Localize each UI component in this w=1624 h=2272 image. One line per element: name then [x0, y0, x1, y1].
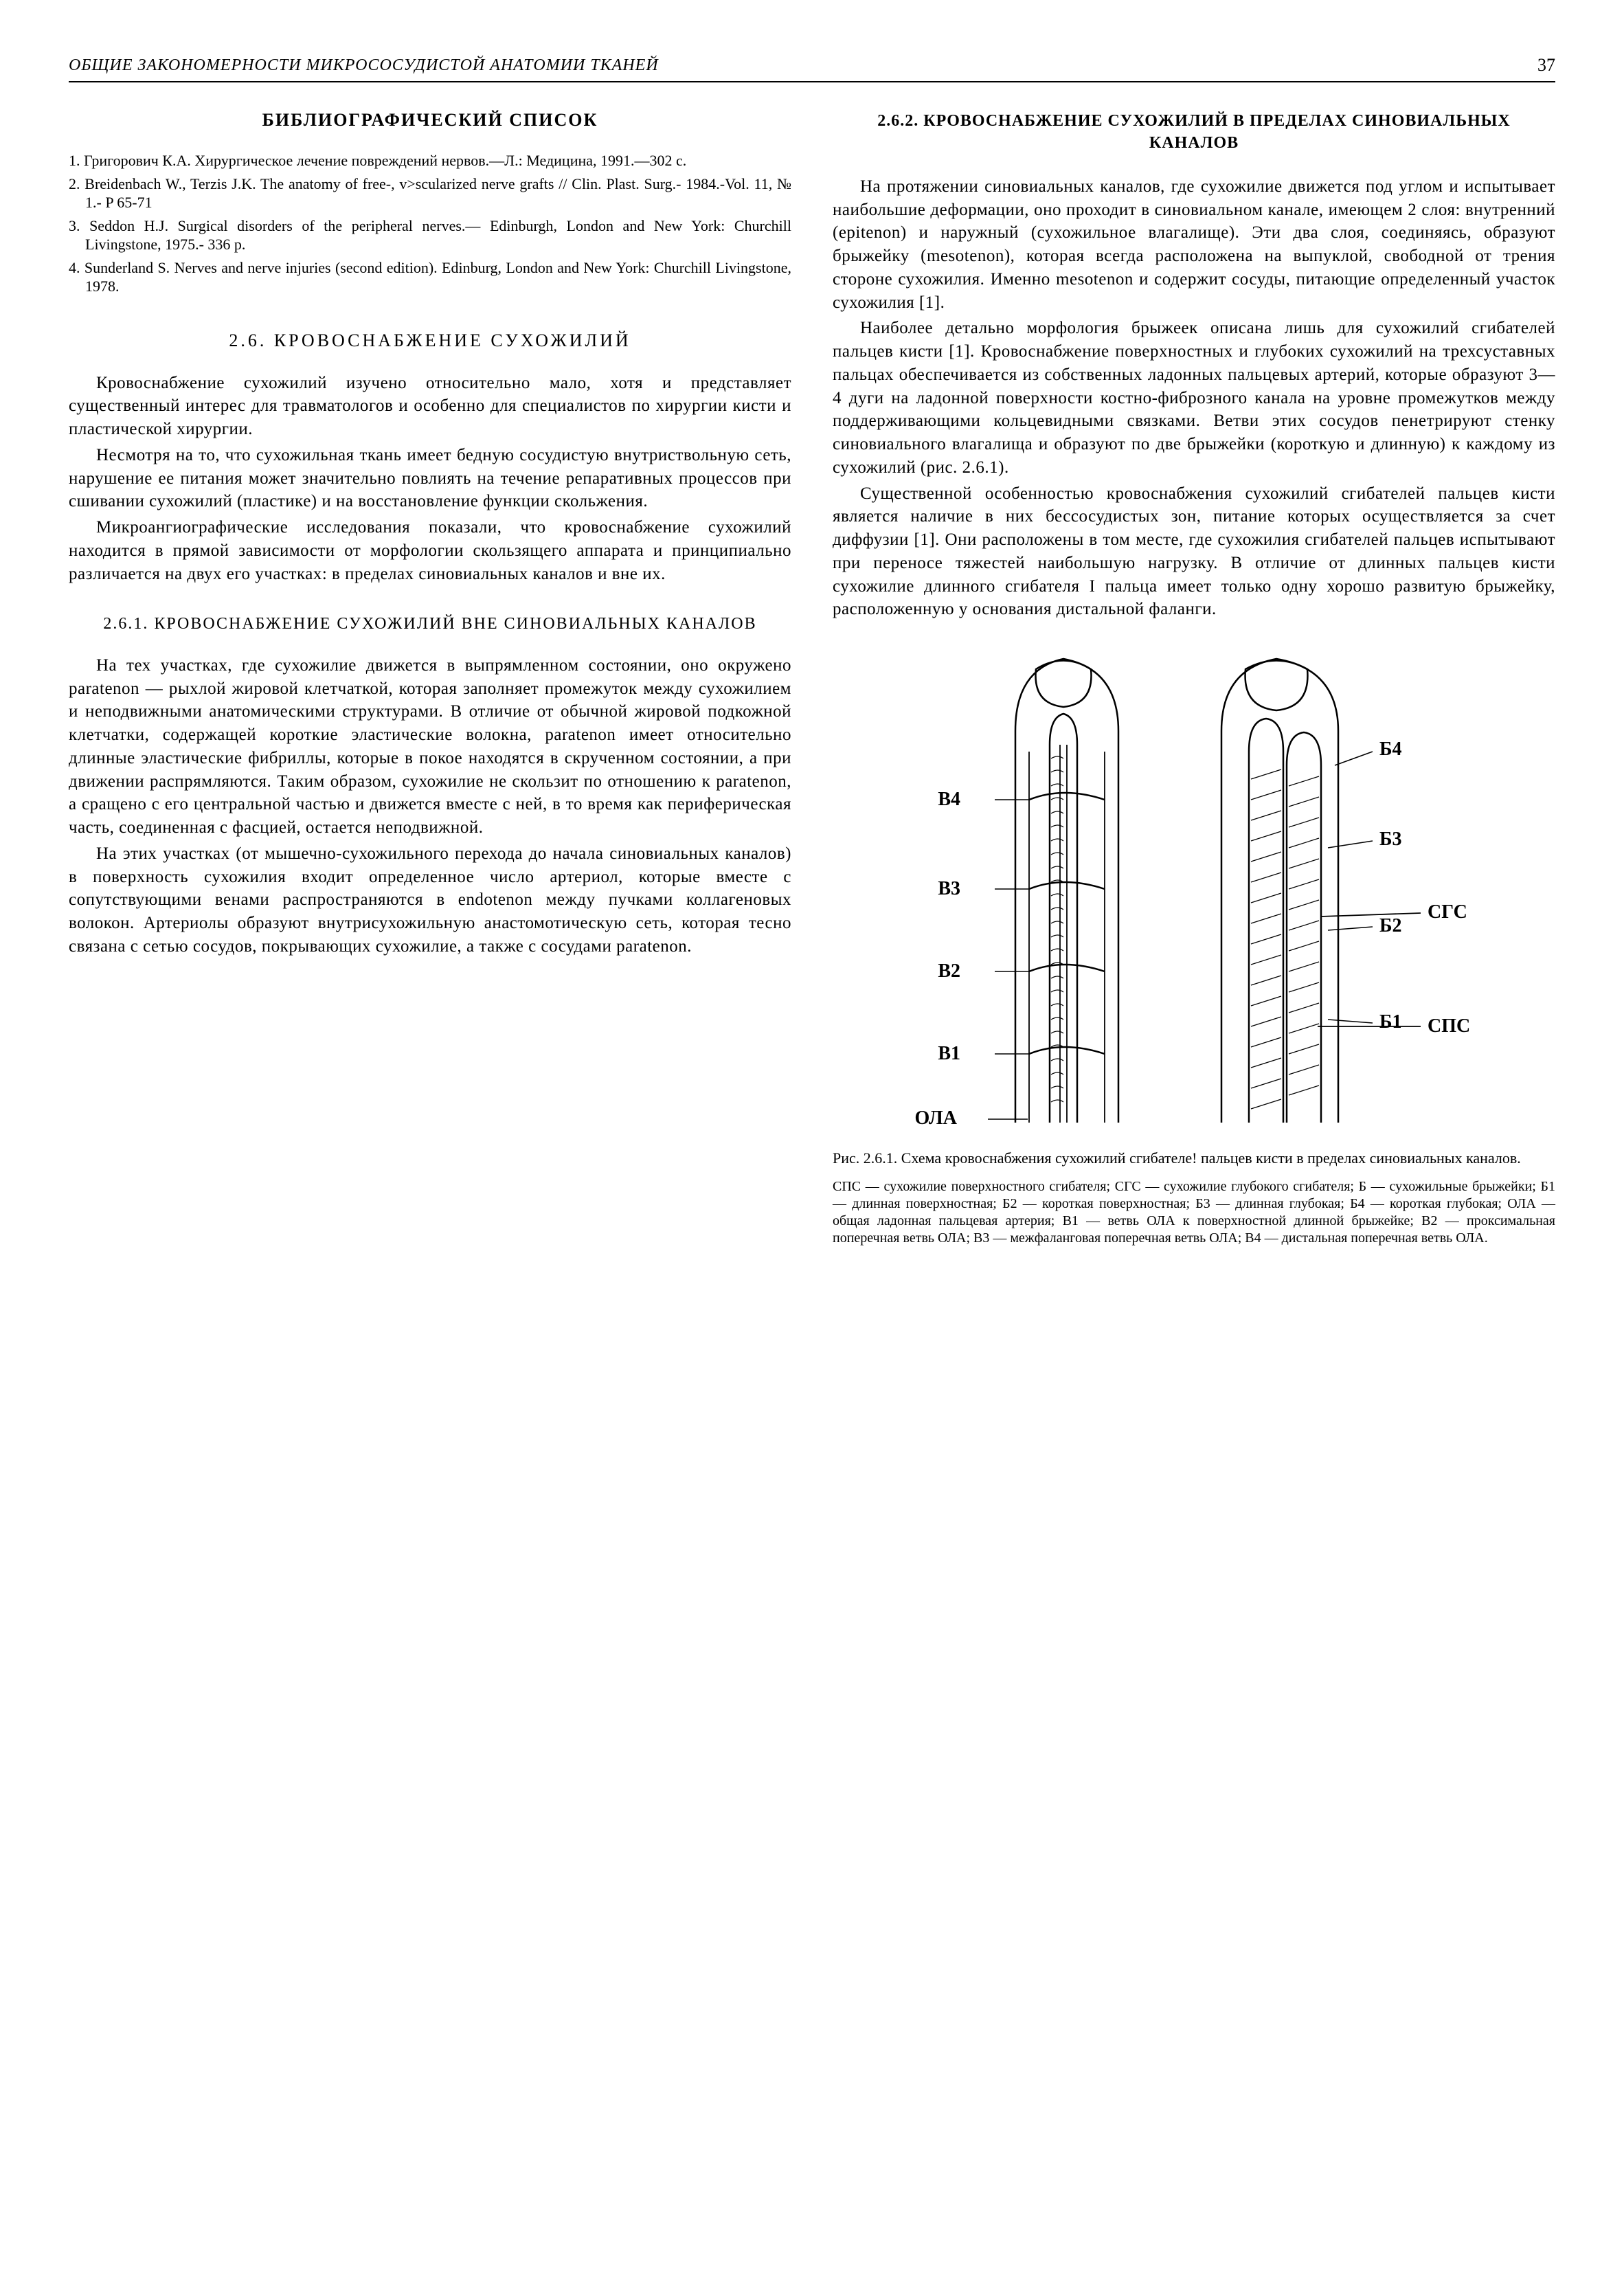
- body-paragraph: Микроангиографические исследования показ…: [69, 516, 791, 585]
- left-finger: [988, 659, 1118, 1123]
- right-column: 2.6.2. КРОВОСНАБЖЕНИЕ СУХОЖИЛИЙ В ПРЕДЕЛ…: [833, 110, 1555, 1247]
- subsection-2-6-2-title: 2.6.2. КРОВОСНАБЖЕНИЕ СУХОЖИЛИЙ В ПРЕДЕЛ…: [833, 110, 1555, 155]
- label-B2: В2: [938, 960, 960, 982]
- running-header: ОБЩИЕ ЗАКОНОМЕРНОСТИ МИКРОСОСУДИСТОЙ АНА…: [69, 55, 1555, 82]
- label-SPS: СПС: [1428, 1015, 1470, 1037]
- two-column-layout: БИБЛИОГРАФИЧЕСКИЙ СПИСОК 1. Григорович К…: [69, 110, 1555, 1247]
- body-paragraph: На протяжении синовиальных каналов, где …: [833, 175, 1555, 315]
- bibliography-title: БИБЛИОГРАФИЧЕСКИЙ СПИСОК: [69, 110, 791, 131]
- body-paragraph: Существенной особенностью кровоснабжения…: [833, 482, 1555, 622]
- label-b3: Б3: [1379, 829, 1402, 850]
- label-B4: В4: [938, 789, 960, 810]
- figure-legend: СПС — сухожилие поверхностного сгибателя…: [833, 1178, 1555, 1247]
- tendon-diagram-svg: В4 В3 В2 В1 ОЛА Б4 Б3 Б2 Б1 СГС СПС: [892, 642, 1496, 1136]
- label-B1: В1: [938, 1043, 960, 1064]
- label-b1: Б1: [1379, 1011, 1402, 1033]
- figure-caption: Рис. 2.6.1. Схема кровоснабжения сухожил…: [833, 1149, 1555, 1169]
- label-OLA: ОЛА: [915, 1107, 958, 1129]
- label-B3: В3: [938, 878, 960, 899]
- body-paragraph: На тех участках, где сухожилие движется …: [69, 654, 791, 840]
- biblio-item: 4. Sunderland S. Nerves and nerve injuri…: [69, 258, 791, 296]
- label-b4: Б4: [1379, 739, 1402, 760]
- right-finger: [1221, 659, 1421, 1123]
- section-2-6-title: 2.6. КРОВОСНАБЖЕНИЕ СУХОЖИЛИЙ: [69, 330, 791, 351]
- body-paragraph: На этих участках (от мышечно-сухожильног…: [69, 842, 791, 958]
- left-column: БИБЛИОГРАФИЧЕСКИЙ СПИСОК 1. Григорович К…: [69, 110, 791, 1247]
- body-paragraph: Наиболее детально морфология брыжеек опи…: [833, 317, 1555, 479]
- label-b2: Б2: [1379, 915, 1402, 936]
- body-paragraph: Несмотря на то, что сухожильная ткань им…: [69, 444, 791, 513]
- biblio-item: 1. Григорович К.А. Хирургическое лечение…: [69, 151, 791, 170]
- label-SGS: СГС: [1428, 901, 1467, 923]
- body-paragraph: Кровоснабжение сухожилий изучено относит…: [69, 372, 791, 441]
- biblio-item: 3. Seddon H.J. Surgical disorders of the…: [69, 216, 791, 254]
- running-title: ОБЩИЕ ЗАКОНОМЕРНОСТИ МИКРОСОСУДИСТОЙ АНА…: [69, 56, 659, 75]
- subsection-2-6-1-title: 2.6.1. КРОВОСНАБЖЕНИЕ СУХОЖИЛИЙ ВНЕ СИНО…: [69, 613, 791, 636]
- bibliography-list: 1. Григорович К.А. Хирургическое лечение…: [69, 151, 791, 296]
- biblio-item: 2. Breidenbach W., Terzis J.K. The anato…: [69, 175, 791, 212]
- figure-2-6-1: В4 В3 В2 В1 ОЛА Б4 Б3 Б2 Б1 СГС СПС Рис.…: [833, 642, 1555, 1247]
- page-number: 37: [1537, 55, 1555, 76]
